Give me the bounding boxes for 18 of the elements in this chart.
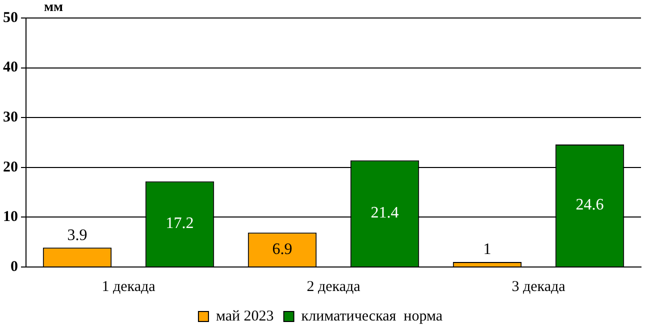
data-label: 24.6 [576, 196, 604, 214]
data-label: 1 [483, 241, 492, 258]
y-tick-label: 0 [10, 258, 18, 275]
y-tick-label: 30 [3, 109, 18, 126]
y-tick-label: 50 [3, 10, 18, 26]
data-label: 17.2 [166, 215, 194, 232]
y-tick-label: 10 [3, 209, 18, 226]
legend-label: май 2023 [216, 308, 274, 324]
data-label: 21.4 [370, 204, 399, 222]
data-label: 3.9 [67, 226, 88, 244]
legend-label: климатическая норма [301, 308, 443, 324]
x-tick-label: 3 декада [512, 278, 566, 295]
data-label: 6.9 [272, 240, 292, 258]
y-axis-title: мм [44, 0, 64, 16]
x-tick-label: 1 декада [102, 278, 156, 295]
x-tick-label: 2 декада [306, 278, 361, 295]
y-tick-label: 20 [3, 159, 18, 176]
y-tick-label: 40 [3, 60, 18, 76]
